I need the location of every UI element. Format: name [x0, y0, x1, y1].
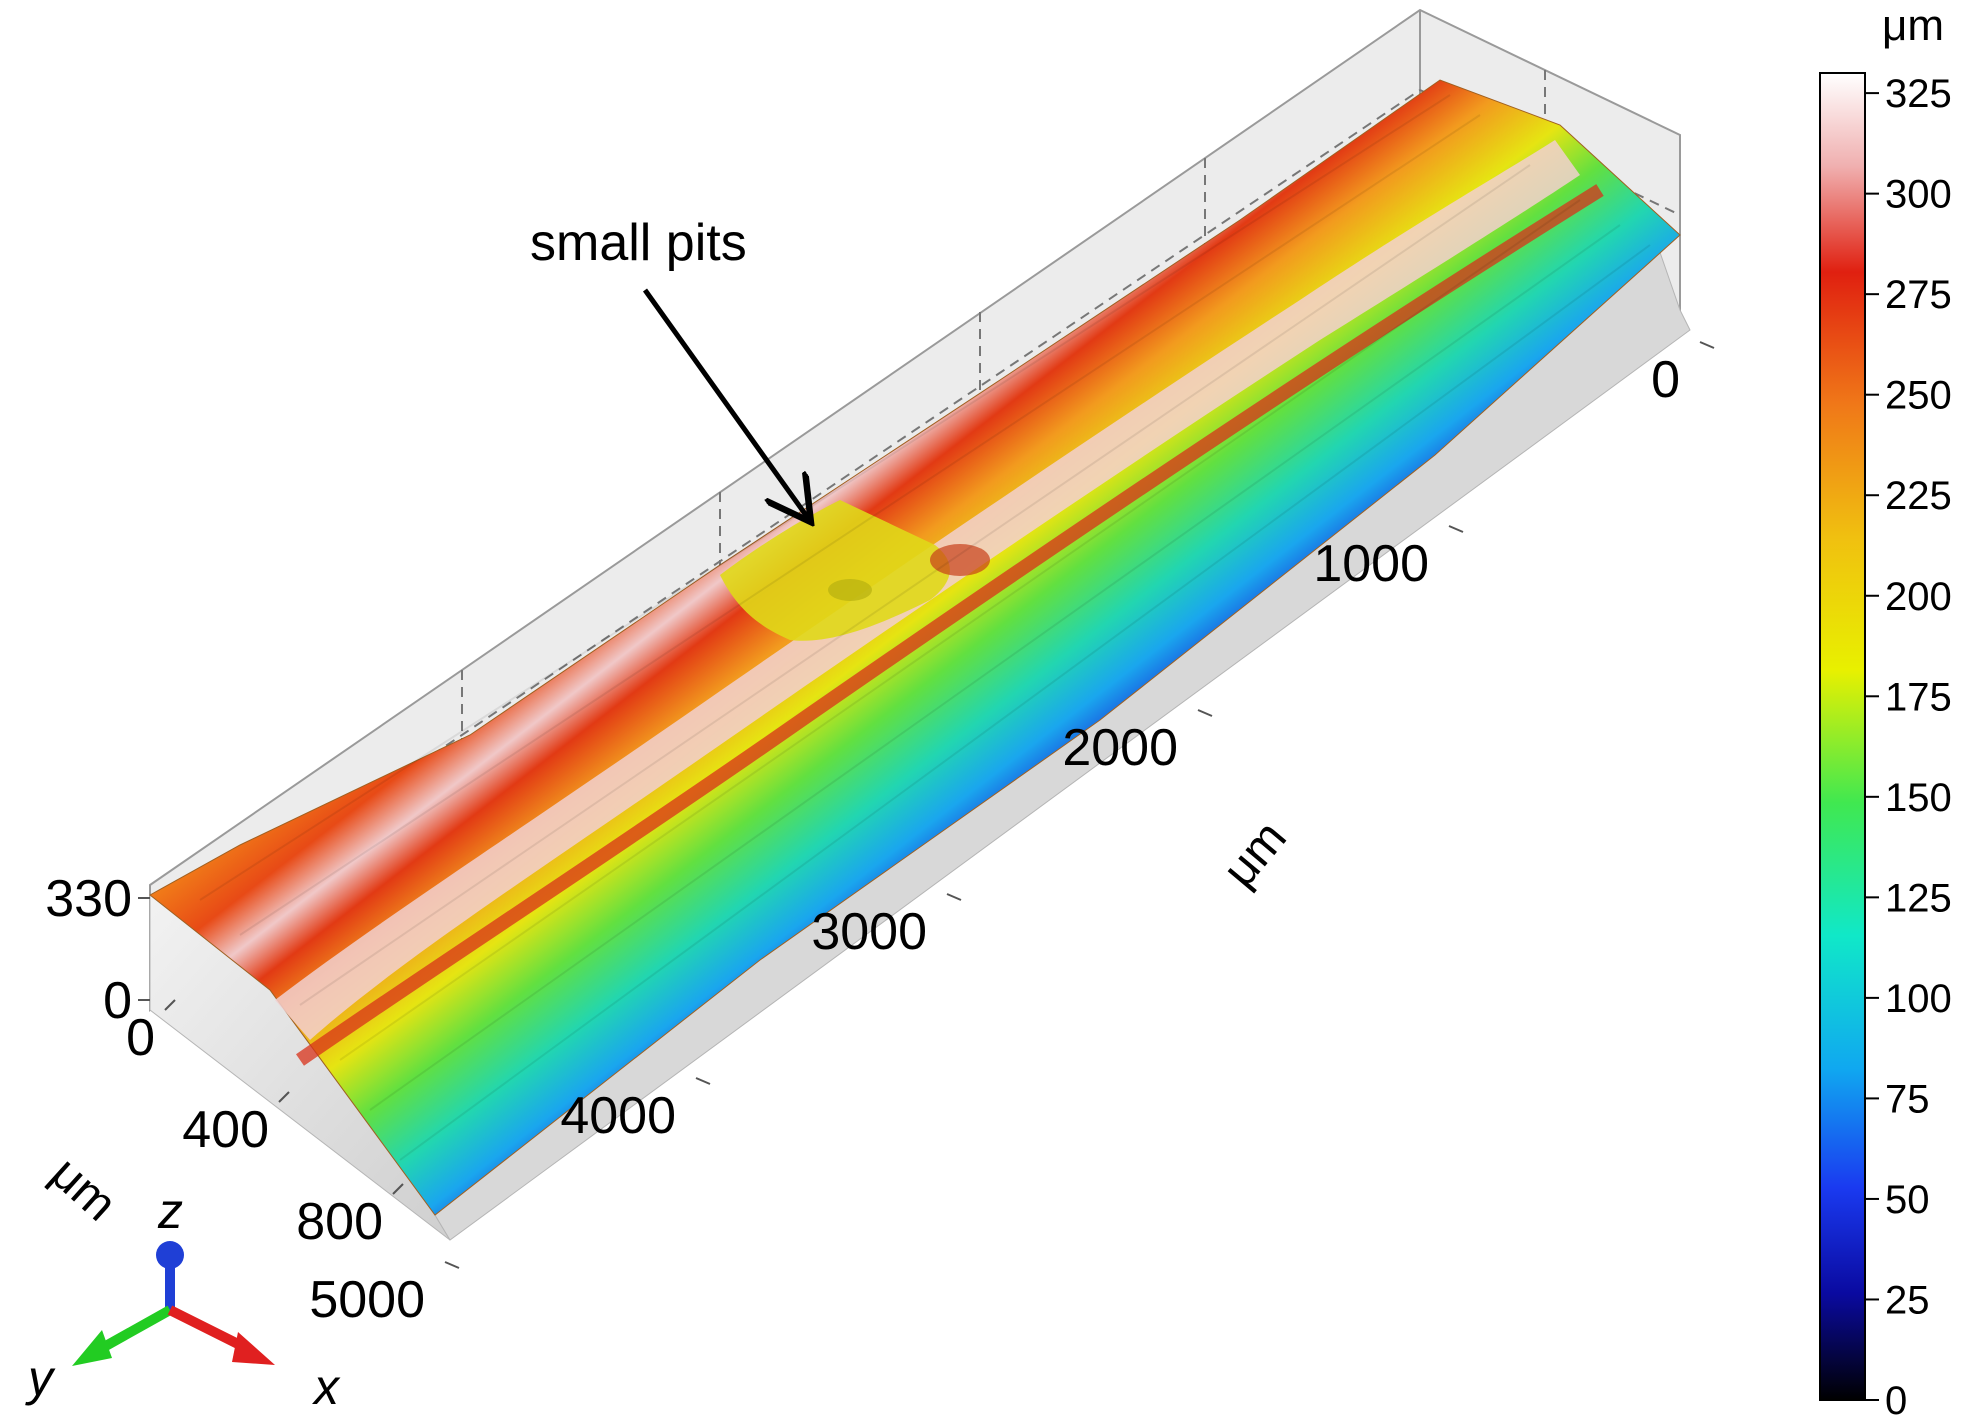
annotation: small pits — [530, 214, 808, 518]
pit-mark — [930, 544, 990, 576]
y-tick-mark — [392, 1183, 404, 1195]
ridge-line — [296, 184, 1604, 1066]
z-tick-label: 330 — [45, 870, 132, 928]
colorbar-tick-label: 300 — [1885, 173, 1952, 217]
x-tick-mark — [1448, 525, 1464, 533]
x-tick-label: 2000 — [1062, 719, 1178, 777]
colorbar-tick-label: 75 — [1885, 1077, 1930, 1121]
axis-tick-marks — [138, 341, 1715, 1269]
y-tick-label: 400 — [182, 1101, 269, 1159]
x-tick-label: 3000 — [811, 903, 927, 961]
y-axis-ticks: 0 400 800 — [126, 1009, 383, 1251]
colorbar-ticks: 0 25 50 75 100 125 150 175 200 225 250 275 300 325 — [1865, 72, 1952, 1417]
colorbar-tick-label: 250 — [1885, 374, 1952, 418]
pit-region — [720, 500, 950, 641]
colorbar-tick-label: 125 — [1885, 876, 1952, 920]
triad-y-label: y — [25, 1350, 56, 1406]
surface-streaks — [199, 94, 1651, 1161]
z-axis-ticks: 0 330 — [45, 870, 132, 1030]
colorbar-tick-label: 175 — [1885, 675, 1952, 719]
colorbar-tick-label: 200 — [1885, 575, 1952, 619]
pit-mark — [828, 579, 872, 601]
triad-y-arrow — [92, 1305, 173, 1357]
x-tick-mark — [444, 1261, 460, 1269]
colorbar-tick-label: 225 — [1885, 474, 1952, 518]
colorbar-unit: μm — [1882, 1, 1944, 50]
y-tick-mark — [278, 1091, 290, 1103]
surface-mesh — [149, 79, 1681, 1216]
x-axis-ticks: 0 1000 2000 3000 4000 5000 — [309, 351, 1680, 1329]
x-tick-mark — [946, 893, 962, 901]
triad-x-head — [232, 1332, 275, 1365]
x-tick-label: 1000 — [1313, 535, 1429, 593]
x-tick-mark — [695, 1077, 711, 1085]
colorbar-gradient — [1819, 72, 1866, 1401]
triad-x-label: x — [312, 1359, 341, 1415]
x-tick-label: 5000 — [309, 1271, 425, 1329]
colorbar-tick-label: 275 — [1885, 273, 1952, 317]
colorbar-tick-label: 100 — [1885, 977, 1952, 1021]
annotation-arrow — [642, 288, 808, 518]
x-tick-label: 0 — [1651, 351, 1680, 409]
triad-z-head — [156, 1241, 184, 1269]
y-axis-label: μm — [41, 1147, 127, 1232]
triad-z-label: z — [157, 1183, 183, 1239]
colorbar-tick-label: 50 — [1885, 1178, 1930, 1222]
x-axis-label: μm — [1213, 811, 1297, 897]
colorbar: 0 25 50 75 100 125 150 175 200 225 250 275 300 325 μm — [1819, 1, 1952, 1417]
colorbar-tick-label: 25 — [1885, 1278, 1930, 1322]
y-tick-label: 800 — [296, 1193, 383, 1251]
x-tick-mark — [1699, 341, 1715, 349]
y-tick-label: 0 — [126, 1009, 155, 1067]
y-tick-mark — [164, 999, 176, 1011]
triad-y-head — [72, 1330, 112, 1366]
colorbar-tick-label: 0 — [1885, 1379, 1907, 1417]
colorbar-tick-label: 325 — [1885, 72, 1952, 116]
z-tick-label: 0 — [103, 972, 132, 1030]
x-tick-mark — [1197, 709, 1213, 717]
x-tick-label: 4000 — [560, 1087, 676, 1145]
annotation-text: small pits — [530, 214, 747, 272]
axis-triad: z y x — [25, 1183, 341, 1415]
colorbar-tick-label: 150 — [1885, 776, 1952, 820]
